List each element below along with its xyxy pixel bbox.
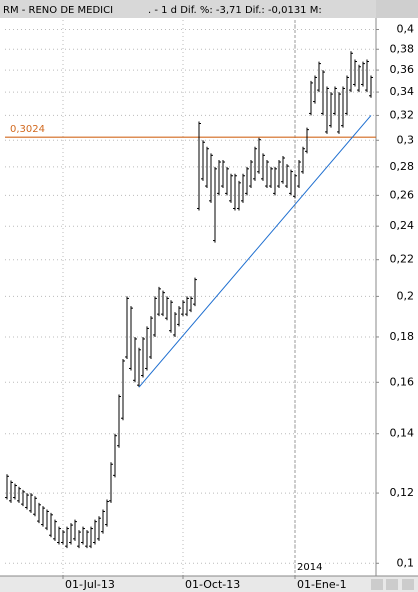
x-axis-bar: [0, 576, 418, 592]
year-label-bg: [296, 561, 322, 573]
y-tick-label: 0,38: [390, 42, 415, 55]
y-tick-label: 0,1: [397, 556, 415, 569]
x-tick-label: 01-Oct-13: [185, 578, 240, 591]
chart-subtitle: . - 1 d Dif. %: -3,71 Dif.: -0,0131 M:: [148, 5, 322, 16]
y-tick-label: 0,22: [390, 253, 415, 266]
y-tick-label: 0,3: [397, 133, 415, 146]
y-tick-label: 0,36: [390, 63, 415, 76]
y-tick-label: 0,4: [397, 23, 415, 36]
y-tick-label: 0,32: [390, 108, 415, 121]
y-tick-label: 0,14: [390, 427, 415, 440]
y-tick-label: 0,2: [397, 289, 415, 302]
y-tick-label: 0,26: [390, 188, 415, 201]
year-label: 2014: [297, 562, 322, 573]
scroll-button[interactable]: [371, 579, 383, 590]
y-tick-label: 0,16: [390, 375, 415, 388]
header-bar: [0, 0, 418, 18]
y-tick-label: 0,18: [390, 330, 415, 343]
y-tick-label: 0,28: [390, 160, 415, 173]
trend-line: [138, 115, 372, 388]
print-button[interactable]: [402, 579, 414, 590]
level-label: 0,3024: [10, 124, 45, 135]
y-tick-label: 0,12: [390, 486, 415, 499]
y-tick-label: 0,24: [390, 219, 415, 232]
chart-title: RM - RENO DE MEDICI: [3, 5, 113, 16]
header-right: [376, 0, 418, 18]
x-tick-label: 01-Jul-13: [65, 578, 115, 591]
x-tick-label: 01-Ene-1: [297, 578, 347, 591]
save-button[interactable]: [386, 579, 398, 590]
y-tick-label: 0,34: [390, 85, 415, 98]
